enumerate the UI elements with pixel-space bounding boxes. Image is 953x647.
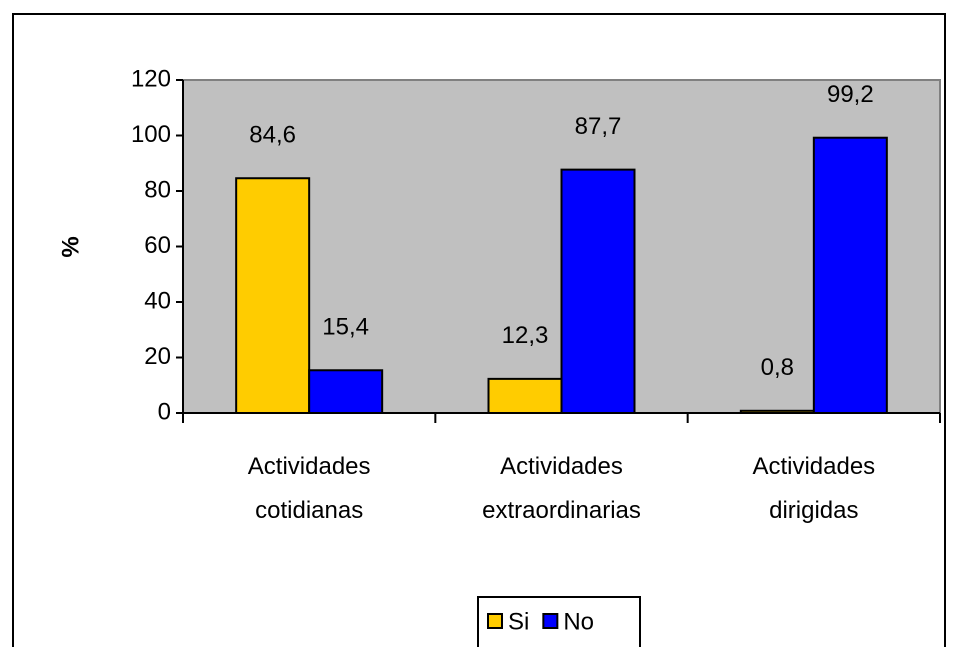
bar: [560, 168, 636, 414]
y-axis-label: %: [57, 236, 84, 257]
bar: [739, 409, 815, 414]
legend-label: Si: [508, 608, 529, 635]
data-label: 15,4: [322, 314, 369, 341]
x-tick-label: Actividades cotidianas: [248, 453, 371, 524]
data-label: 0,8: [761, 354, 794, 381]
chart-border: [12, 13, 946, 647]
y-tick-label: 20: [144, 343, 171, 370]
bar: [235, 177, 311, 414]
x-tick-label: Actividades extraordinarias: [482, 453, 641, 524]
y-tick-label: 0: [158, 398, 171, 425]
legend-swatch: [542, 613, 559, 629]
y-tick-label: 100: [131, 121, 171, 148]
legend-label: No: [563, 608, 594, 635]
x-tick-label: Actividades dirigidas: [752, 453, 875, 524]
y-tick-label: 120: [131, 65, 171, 92]
y-tick-label: 80: [144, 176, 171, 203]
bar: [812, 136, 888, 414]
data-label: 99,2: [827, 81, 874, 108]
data-label: 12,3: [502, 322, 549, 349]
y-tick-label: 60: [144, 232, 171, 259]
legend-swatch: [487, 613, 503, 629]
data-label: 87,7: [575, 113, 622, 140]
bar: [487, 377, 563, 414]
y-tick-label: 40: [144, 287, 171, 314]
data-label: 84,6: [249, 122, 296, 149]
legend-box: [477, 596, 641, 647]
bar: [308, 369, 384, 415]
